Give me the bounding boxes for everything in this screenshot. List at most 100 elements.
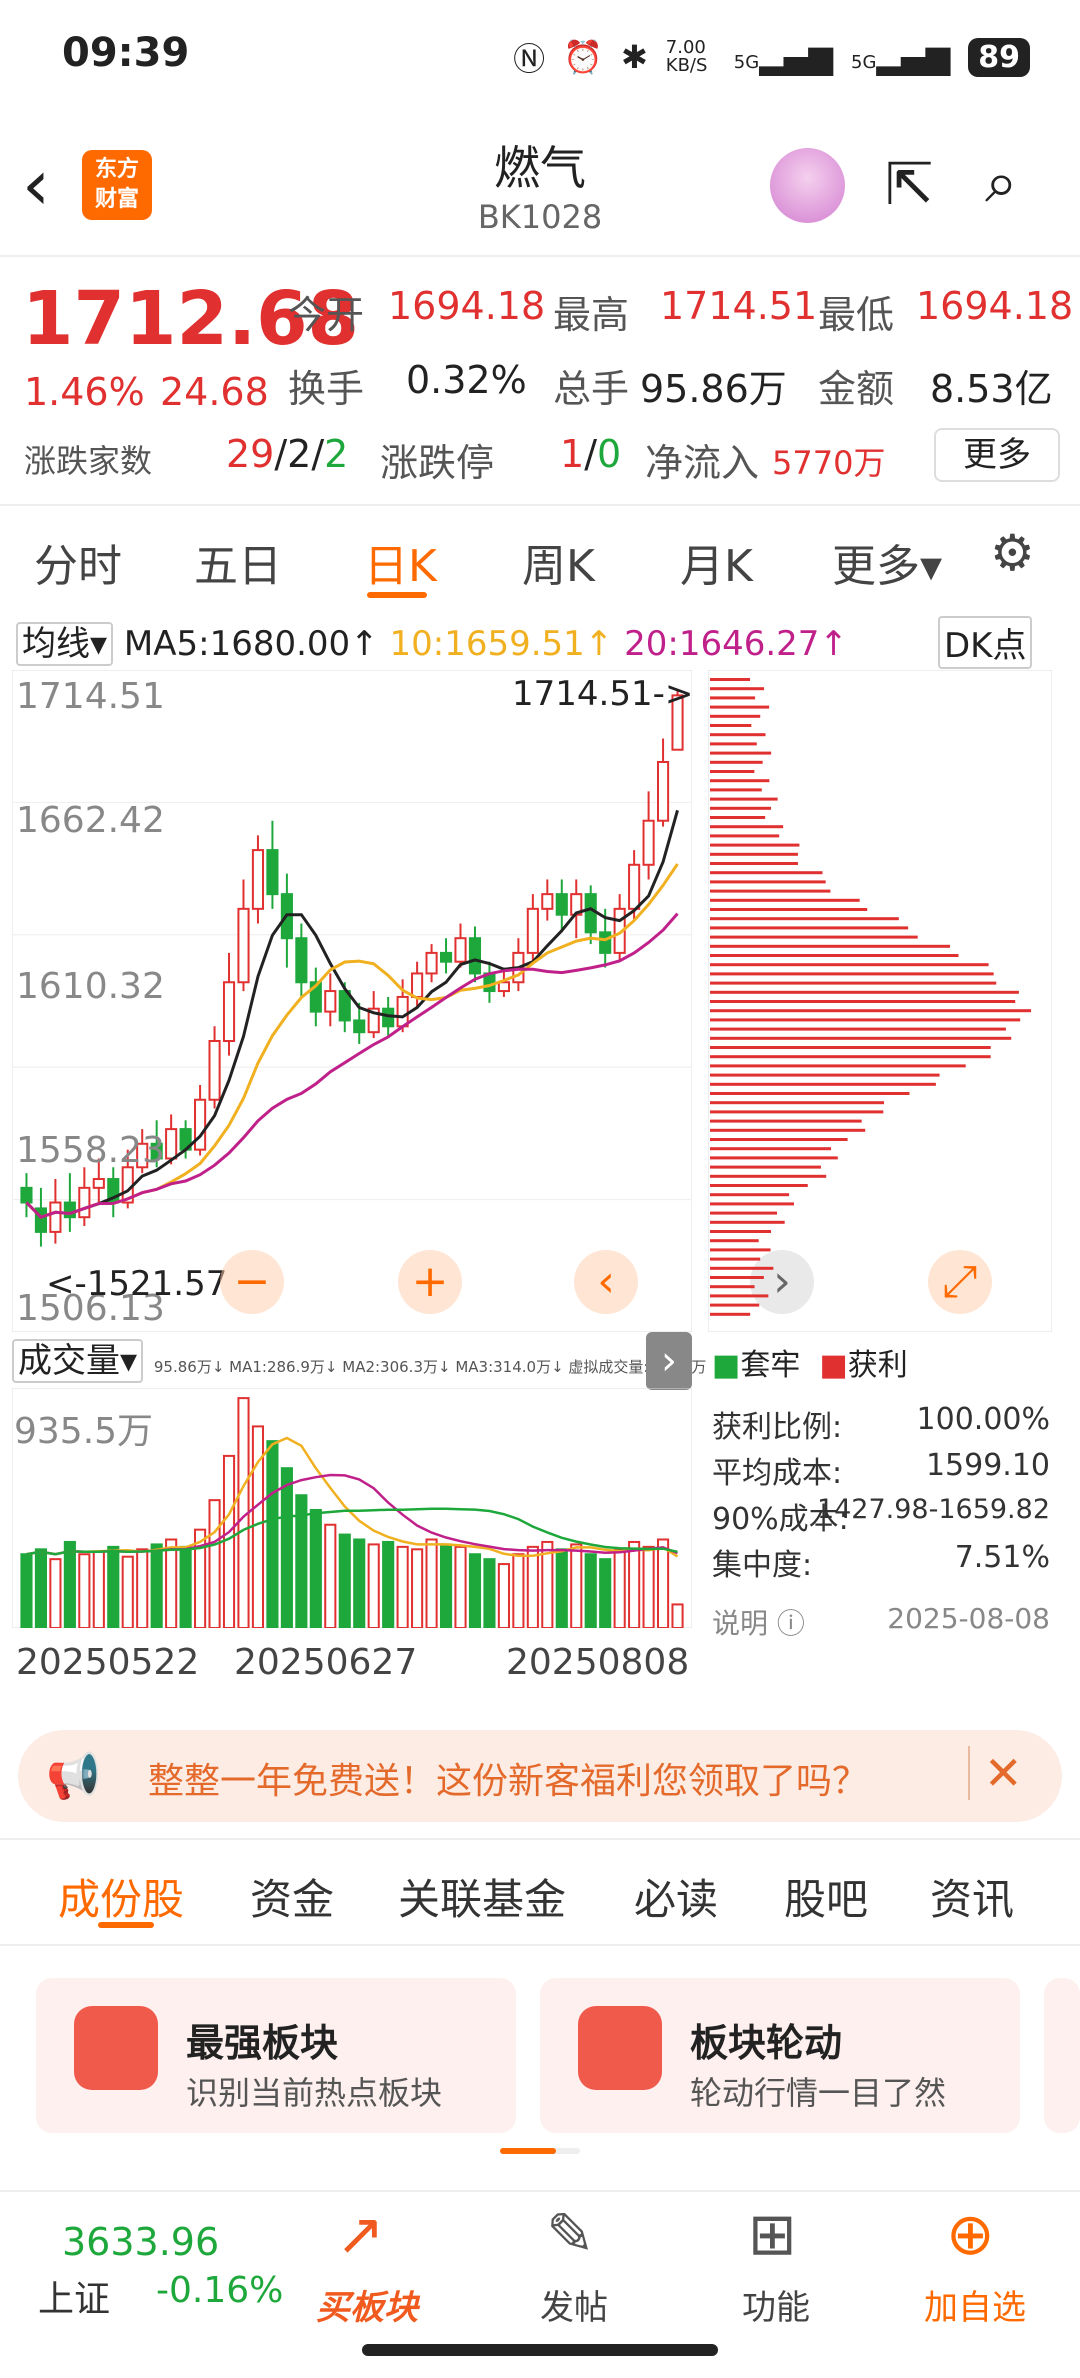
date-label-2: 20250627: [234, 1642, 418, 1683]
profile-bar: [710, 852, 798, 856]
candle-body: [657, 760, 670, 822]
card-subtitle: 轮动行情一目了然: [690, 2074, 947, 2112]
profile-bar: [710, 788, 762, 792]
volume-bar: [150, 1543, 163, 1628]
candle-body: [411, 972, 424, 998]
tab-more[interactable]: 更多▾: [832, 541, 943, 592]
volume-bar: [396, 1545, 409, 1628]
card-strongest-sector[interactable]: 最强板块 识别当前热点板块: [36, 1978, 516, 2133]
tab-must-read[interactable]: 必读: [634, 1875, 719, 1924]
y-label-top: 1714.51: [16, 676, 165, 717]
tab-monthly-k[interactable]: 月K: [680, 541, 753, 592]
tab-related-funds[interactable]: 关联基金: [398, 1875, 567, 1924]
volume-bar: [165, 1538, 178, 1628]
sector-rotation-icon: [578, 2006, 662, 2090]
back-icon[interactable]: ‹: [22, 144, 50, 226]
candle-body: [628, 863, 641, 910]
limit-counts: 1/0: [560, 432, 622, 476]
candlestick-chart[interactable]: [12, 670, 692, 1332]
avg-cost-value: 1599.10: [925, 1448, 1050, 1483]
tab-constituents[interactable]: 成份股: [58, 1875, 185, 1924]
promo-text[interactable]: 整整一年免费送！这份新客福利您领取了吗？: [148, 1761, 869, 1802]
nav-add-watchlist[interactable]: 加自选: [924, 2288, 1026, 2328]
volume-bar: [555, 1548, 568, 1628]
tab-news[interactable]: 资讯: [930, 1875, 1015, 1924]
scroll-right-button[interactable]: ›: [750, 1250, 814, 1314]
profile-bar: [710, 1036, 1012, 1040]
candle-body: [63, 1201, 76, 1219]
volume-bar: [20, 1553, 33, 1628]
card-sector-rotation[interactable]: 板块轮动 轮动行情一目了然: [540, 1978, 1020, 2133]
grid-icon[interactable]: ⊞: [748, 2200, 797, 2268]
profile-bar: [710, 1018, 1021, 1022]
share-icon[interactable]: ⇱: [885, 150, 934, 218]
close-icon[interactable]: ✕: [968, 1746, 1023, 1800]
profile-bar: [710, 1138, 848, 1141]
volume-selector[interactable]: 成交量▾: [12, 1339, 144, 1383]
volume-bar: [63, 1540, 76, 1628]
zoom-out-button[interactable]: −: [220, 1250, 284, 1314]
y-label-2: 1662.42: [16, 800, 165, 841]
tab-five-day[interactable]: 五日: [194, 541, 282, 592]
fullscreen-icon[interactable]: ⤢: [928, 1250, 992, 1314]
nav-functions[interactable]: 功能: [742, 2288, 810, 2328]
index-change[interactable]: -0.16%: [156, 2270, 284, 2311]
index-value[interactable]: 3633.96: [62, 2220, 220, 2264]
search-icon[interactable]: ⌕: [985, 148, 1018, 216]
volume-bar: [584, 1553, 597, 1628]
volume-max-label: 935.5万: [14, 1411, 154, 1452]
buy-sector-icon[interactable]: ↗: [336, 2200, 385, 2268]
profile-legend: ■套牢 ■获利: [712, 1348, 908, 1383]
volume-bar: [613, 1548, 626, 1628]
candle-body: [251, 849, 265, 910]
assistant-avatar[interactable]: [770, 148, 845, 223]
tab-forum[interactable]: 股吧: [784, 1875, 869, 1924]
candle-body: [34, 1207, 48, 1233]
ma-selector[interactable]: 均线▾: [16, 622, 114, 666]
tab-funds[interactable]: 资金: [250, 1875, 335, 1924]
card-partial[interactable]: [1044, 1978, 1080, 2133]
tab-intraday[interactable]: 分时: [34, 541, 122, 592]
volume-bar: [338, 1533, 351, 1628]
date-label-3: 20250808: [506, 1642, 690, 1683]
dk-selector[interactable]: DK点: [938, 616, 1033, 669]
profile-bar: [710, 1147, 832, 1151]
change-percent: 1.46%: [24, 370, 145, 414]
battery-icon: 89: [968, 37, 1030, 77]
tab-weekly-k[interactable]: 周K: [522, 541, 595, 592]
candle-body: [526, 907, 539, 954]
profile-bar: [710, 1303, 760, 1307]
settings-icon[interactable]: ⚙: [990, 524, 1035, 582]
high-value: 1714.51: [660, 284, 818, 328]
more-button[interactable]: 更多: [934, 428, 1060, 482]
period-tabs: [0, 504, 1080, 616]
turnover-label: 换手: [288, 367, 365, 411]
profile-bar: [710, 714, 761, 718]
nav-buy-sector[interactable]: 买板块: [316, 2288, 418, 2328]
add-watchlist-icon[interactable]: ⊕: [946, 2200, 995, 2268]
zoom-in-button[interactable]: +: [398, 1250, 462, 1314]
profile-bar: [710, 742, 757, 746]
index-name[interactable]: 上证: [38, 2279, 111, 2320]
volume-chart: [12, 1388, 692, 1628]
nav-post[interactable]: 发帖: [540, 2288, 608, 2328]
profile-bar: [710, 696, 756, 700]
updown-counts: 29/2/2: [226, 432, 349, 476]
candle-body: [497, 981, 510, 993]
profile-bar: [710, 990, 1019, 994]
scroll-left-button[interactable]: ‹: [574, 1250, 638, 1314]
card-title: 最强板块: [186, 2021, 339, 2065]
expand-arrow-icon[interactable]: ›: [646, 1332, 692, 1390]
promo-banner[interactable]: [18, 1730, 1062, 1822]
profile-bar: [710, 797, 778, 801]
volume-ma-info: 95.86万↓ MA1:286.9万↓ MA2:306.3万↓ MA3:314.…: [153, 1358, 707, 1376]
candle-body: [439, 951, 453, 963]
tab-daily-k[interactable]: 日K: [364, 541, 437, 592]
note-link[interactable]: 说明 ⓘ: [712, 1607, 805, 1640]
concentration-value: 7.51%: [954, 1540, 1050, 1575]
volume-bar: [78, 1553, 91, 1628]
concentration-label: 集中度:: [712, 1548, 813, 1583]
compose-icon[interactable]: ✎: [546, 2200, 595, 2268]
profit-ratio-value: 100.00%: [916, 1402, 1050, 1437]
candle-body: [671, 694, 684, 751]
